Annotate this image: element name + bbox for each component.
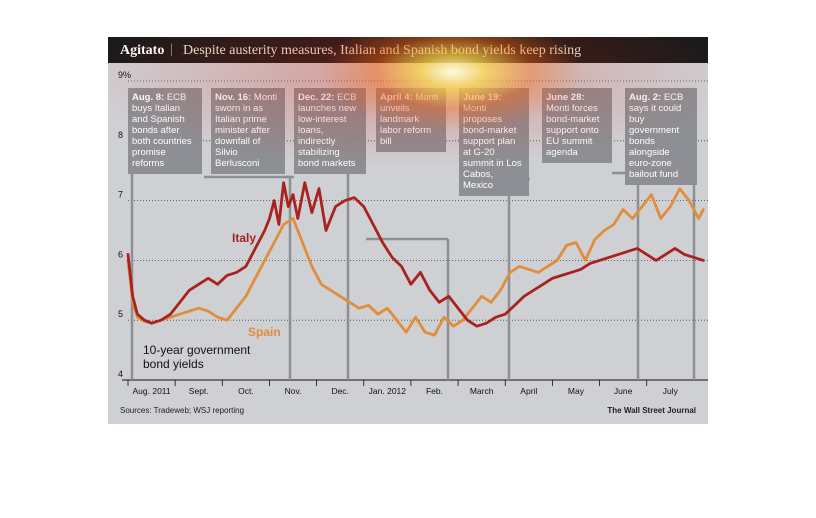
annotation-dec22: Dec. 22: ECB launches new low-interest l…: [294, 88, 366, 174]
x-tick-label: Nov.: [285, 386, 302, 396]
annotation-date: April 4:: [380, 92, 413, 103]
y-tick-label: 9%: [118, 70, 131, 80]
x-tick-label: Sept.: [189, 386, 209, 396]
annotation-date: Aug. 8:: [132, 92, 165, 103]
chart-caption: 10-year government bond yields: [143, 343, 251, 371]
series-line-italy: [126, 181, 705, 328]
chart-header: Agitato | Despite austerity measures, It…: [108, 37, 708, 63]
annotation-jun28: June 28: Monti forces bond-market suppor…: [542, 88, 612, 163]
annotation-jun19: June 19: Monti proposes bond-market supp…: [459, 88, 529, 196]
annotation-text: ECB says it could buy government bonds a…: [629, 92, 684, 180]
annotation-date: June 19:: [463, 92, 502, 103]
x-tick-label: Oct.: [238, 386, 254, 396]
x-tick-label: Jan. 2012: [369, 386, 407, 396]
y-tick-label: 8: [118, 130, 123, 140]
annotation-date: Dec. 22:: [298, 92, 335, 103]
title-separator: |: [170, 42, 173, 57]
x-tick-label: April: [520, 386, 537, 396]
annotation-aug2: Aug. 2: ECB says it could buy government…: [625, 88, 697, 185]
x-tick-label: Dec.: [331, 386, 348, 396]
annotation-nov16: Nov. 16: Monti sworn in as Italian prime…: [211, 88, 285, 174]
annotation-text: Monti proposes bond-market support plan …: [463, 103, 522, 191]
y-tick-label: 7: [118, 190, 123, 200]
x-tick-label: May: [568, 386, 585, 396]
annotation-text: ECB buys Italian and Spanish bonds after…: [132, 92, 192, 169]
x-tick-label: June: [614, 386, 633, 396]
chart-frame: 9% 8 7 6 5 4 Aug. 2011 Sept. Oct. Nov. Dec. Jan. 20…: [108, 37, 708, 424]
x-tick-label: Feb.: [426, 386, 443, 396]
annotation-date: Aug. 2:: [629, 92, 662, 103]
y-tick-label: 5: [118, 309, 123, 319]
chart-subtitle: Despite austerity measures, Italian and …: [183, 43, 582, 58]
annotation-date: June 28:: [546, 92, 585, 103]
annotation-date: Nov. 16:: [215, 92, 252, 103]
series-label-italy: Italy: [232, 231, 257, 245]
series-line-spain: [126, 187, 705, 337]
y-tick-label: 6: [118, 249, 123, 259]
y-tick-label: 4: [118, 369, 123, 379]
annotation-aug8: Aug. 8: ECB buys Italian and Spanish bon…: [128, 88, 202, 174]
series-label-spain: Spain: [248, 325, 281, 339]
source-note: Sources: Tradeweb; WSJ reporting: [120, 406, 245, 415]
publisher-credit: The Wall Street Journal: [607, 406, 696, 415]
annotation-text: ECB launches new low-interest loans, ind…: [298, 92, 357, 169]
annotation-apr4: April 4: Monti unveils landmark labor re…: [376, 88, 446, 152]
chart-title: Agitato: [120, 43, 165, 58]
x-tick-label: March: [470, 386, 494, 396]
x-tick-label: Aug. 2011: [133, 386, 171, 396]
annotation-text: Monti sworn in as Italian prime minister…: [215, 92, 278, 169]
x-tick-label: July: [663, 386, 679, 396]
annotation-text: Monti forces bond-market support onto EU…: [546, 103, 600, 158]
